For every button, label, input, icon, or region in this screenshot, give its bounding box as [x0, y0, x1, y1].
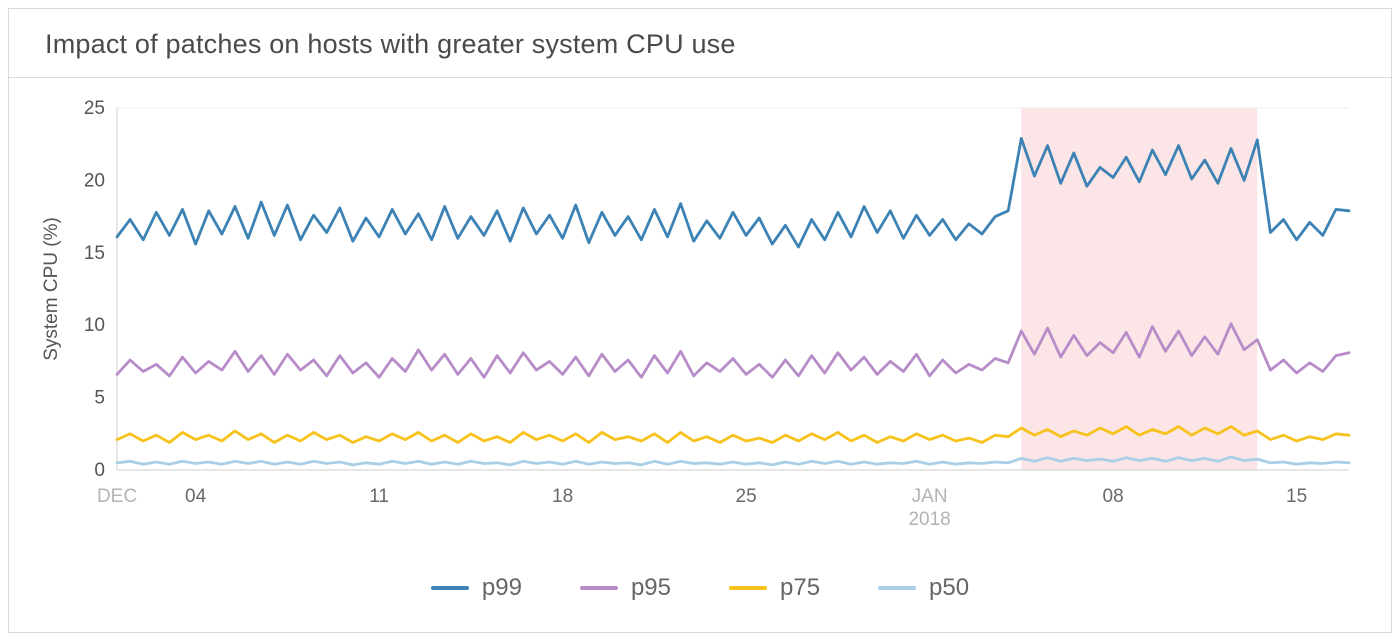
- highlight-region: [1021, 108, 1258, 470]
- y-tick-label: 15: [84, 243, 105, 264]
- chart-plot-area[interactable]: 0 5 10 15 20 25 DEC 04 11 18 25 JAN 2018 08 15 System C…: [9, 78, 1391, 602]
- series-p75-line: [115, 425, 1351, 444]
- chart-card: Impact of patches on hosts with greater …: [8, 8, 1392, 633]
- x-tick-sublabel: 2018: [908, 509, 950, 530]
- legend-item-p50[interactable]: p50: [878, 574, 969, 602]
- y-tick-label: 25: [84, 98, 105, 119]
- legend-label: p50: [929, 574, 970, 601]
- series-p95-line: [115, 322, 1351, 379]
- x-tick-label: 18: [552, 486, 573, 507]
- x-tick-label: 15: [1286, 486, 1307, 507]
- y-tick-label: 0: [94, 460, 105, 481]
- legend-label: p75: [780, 574, 821, 601]
- legend-item-p99[interactable]: p99: [430, 574, 522, 602]
- y-tick-label: 20: [84, 170, 105, 191]
- y-tick-label: 10: [84, 315, 105, 336]
- legend-item-p75[interactable]: p75: [729, 574, 820, 602]
- y-tick-label: 5: [94, 388, 105, 409]
- x-tick-label: JAN: [912, 486, 948, 507]
- y-axis-title: System CPU (%): [41, 217, 62, 361]
- legend-swatch-p95: [579, 586, 618, 590]
- x-tick-label: 25: [736, 486, 757, 507]
- legend-swatch-p75: [729, 586, 767, 590]
- series-p99-line: [115, 137, 1351, 249]
- x-tick-label: 11: [369, 486, 389, 507]
- legend-item-p95[interactable]: p95: [579, 574, 671, 602]
- chart-legend: p99 p95 p75 p50: [9, 574, 1391, 602]
- series-p50-line: [115, 455, 1351, 467]
- x-tick-label: DEC: [97, 486, 137, 507]
- x-tick-label: 08: [1103, 486, 1124, 507]
- legend-swatch-p99: [430, 586, 469, 590]
- chart-header: Impact of patches on hosts with greater …: [9, 9, 1391, 78]
- legend-swatch-p50: [878, 586, 917, 590]
- legend-label: p95: [630, 574, 671, 601]
- legend-label: p99: [481, 574, 522, 601]
- chart-title: Impact of patches on hosts with greater …: [45, 29, 736, 59]
- x-tick-label: 04: [185, 486, 207, 507]
